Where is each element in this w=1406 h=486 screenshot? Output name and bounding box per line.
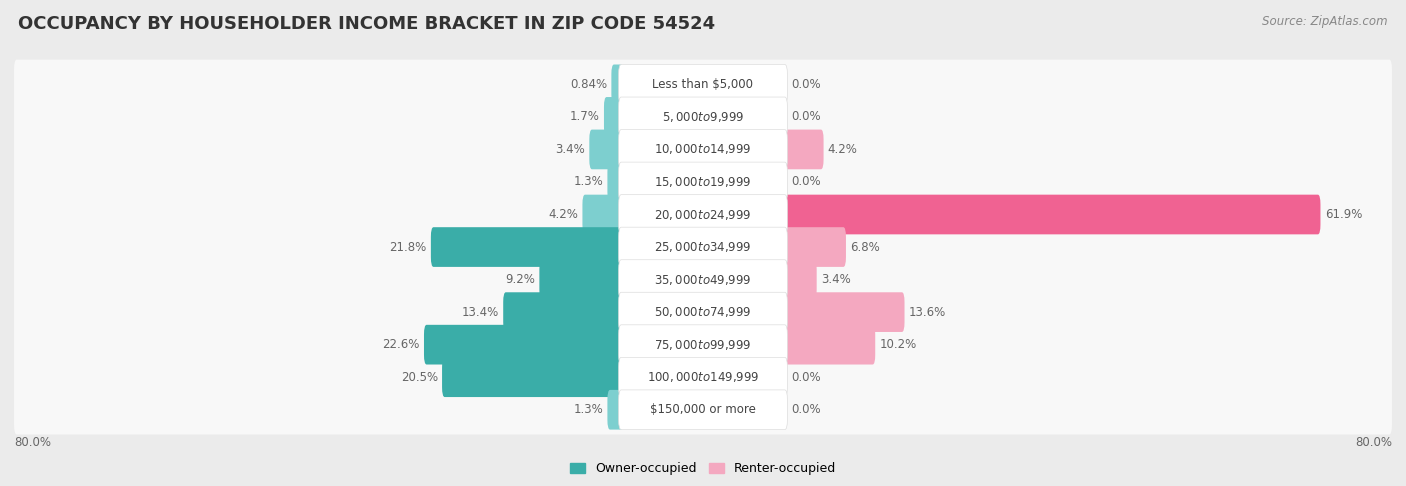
FancyBboxPatch shape: [619, 292, 787, 332]
Text: 10.2%: 10.2%: [880, 338, 917, 351]
Text: OCCUPANCY BY HOUSEHOLDER INCOME BRACKET IN ZIP CODE 54524: OCCUPANCY BY HOUSEHOLDER INCOME BRACKET …: [18, 15, 716, 33]
Text: $25,000 to $34,999: $25,000 to $34,999: [654, 240, 752, 254]
FancyBboxPatch shape: [619, 130, 787, 169]
Text: 0.0%: 0.0%: [792, 175, 821, 189]
FancyBboxPatch shape: [503, 292, 624, 332]
FancyBboxPatch shape: [14, 190, 1392, 239]
FancyBboxPatch shape: [14, 222, 1392, 272]
Text: 1.3%: 1.3%: [574, 175, 603, 189]
FancyBboxPatch shape: [14, 157, 1392, 207]
FancyBboxPatch shape: [619, 260, 787, 299]
Text: $150,000 or more: $150,000 or more: [650, 403, 756, 416]
FancyBboxPatch shape: [14, 255, 1392, 304]
Text: 4.2%: 4.2%: [828, 143, 858, 156]
Text: $50,000 to $74,999: $50,000 to $74,999: [654, 305, 752, 319]
Text: 0.0%: 0.0%: [792, 371, 821, 384]
Text: $5,000 to $9,999: $5,000 to $9,999: [662, 110, 744, 124]
FancyBboxPatch shape: [425, 325, 624, 364]
Text: 6.8%: 6.8%: [851, 241, 880, 254]
FancyBboxPatch shape: [540, 260, 624, 299]
Text: 13.4%: 13.4%: [461, 306, 499, 319]
FancyBboxPatch shape: [782, 325, 875, 364]
FancyBboxPatch shape: [14, 60, 1392, 109]
FancyBboxPatch shape: [14, 385, 1392, 434]
Text: 0.0%: 0.0%: [792, 110, 821, 123]
FancyBboxPatch shape: [619, 357, 787, 397]
FancyBboxPatch shape: [619, 325, 787, 364]
Legend: Owner-occupied, Renter-occupied: Owner-occupied, Renter-occupied: [565, 457, 841, 481]
FancyBboxPatch shape: [782, 227, 846, 267]
FancyBboxPatch shape: [14, 125, 1392, 174]
Text: $35,000 to $49,999: $35,000 to $49,999: [654, 273, 752, 287]
Text: $20,000 to $24,999: $20,000 to $24,999: [654, 208, 752, 222]
Text: 21.8%: 21.8%: [389, 241, 426, 254]
Text: 80.0%: 80.0%: [1355, 436, 1392, 450]
FancyBboxPatch shape: [605, 97, 624, 137]
Text: 0.0%: 0.0%: [792, 403, 821, 416]
FancyBboxPatch shape: [14, 92, 1392, 141]
FancyBboxPatch shape: [782, 195, 1320, 234]
FancyBboxPatch shape: [14, 352, 1392, 402]
FancyBboxPatch shape: [612, 65, 624, 104]
Text: 0.84%: 0.84%: [569, 78, 607, 91]
Text: $10,000 to $14,999: $10,000 to $14,999: [654, 142, 752, 156]
FancyBboxPatch shape: [14, 320, 1392, 369]
Text: $15,000 to $19,999: $15,000 to $19,999: [654, 175, 752, 189]
FancyBboxPatch shape: [619, 227, 787, 267]
FancyBboxPatch shape: [14, 287, 1392, 337]
FancyBboxPatch shape: [782, 260, 817, 299]
FancyBboxPatch shape: [619, 65, 787, 104]
FancyBboxPatch shape: [619, 162, 787, 202]
FancyBboxPatch shape: [589, 130, 624, 169]
Text: 0.0%: 0.0%: [792, 78, 821, 91]
Text: 4.2%: 4.2%: [548, 208, 578, 221]
Text: 20.5%: 20.5%: [401, 371, 437, 384]
Text: 80.0%: 80.0%: [14, 436, 51, 450]
Text: $100,000 to $149,999: $100,000 to $149,999: [647, 370, 759, 384]
FancyBboxPatch shape: [782, 130, 824, 169]
FancyBboxPatch shape: [619, 195, 787, 234]
Text: 61.9%: 61.9%: [1324, 208, 1362, 221]
FancyBboxPatch shape: [607, 162, 624, 202]
Text: 13.6%: 13.6%: [908, 306, 946, 319]
Text: 1.3%: 1.3%: [574, 403, 603, 416]
Text: 22.6%: 22.6%: [382, 338, 419, 351]
FancyBboxPatch shape: [782, 292, 904, 332]
FancyBboxPatch shape: [607, 390, 624, 430]
Text: 1.7%: 1.7%: [569, 110, 599, 123]
FancyBboxPatch shape: [430, 227, 624, 267]
FancyBboxPatch shape: [582, 195, 624, 234]
FancyBboxPatch shape: [619, 390, 787, 430]
Text: Less than $5,000: Less than $5,000: [652, 78, 754, 91]
Text: 9.2%: 9.2%: [505, 273, 536, 286]
Text: 3.4%: 3.4%: [555, 143, 585, 156]
Text: Source: ZipAtlas.com: Source: ZipAtlas.com: [1263, 15, 1388, 28]
FancyBboxPatch shape: [441, 357, 624, 397]
Text: $75,000 to $99,999: $75,000 to $99,999: [654, 338, 752, 352]
FancyBboxPatch shape: [619, 97, 787, 137]
Text: 3.4%: 3.4%: [821, 273, 851, 286]
